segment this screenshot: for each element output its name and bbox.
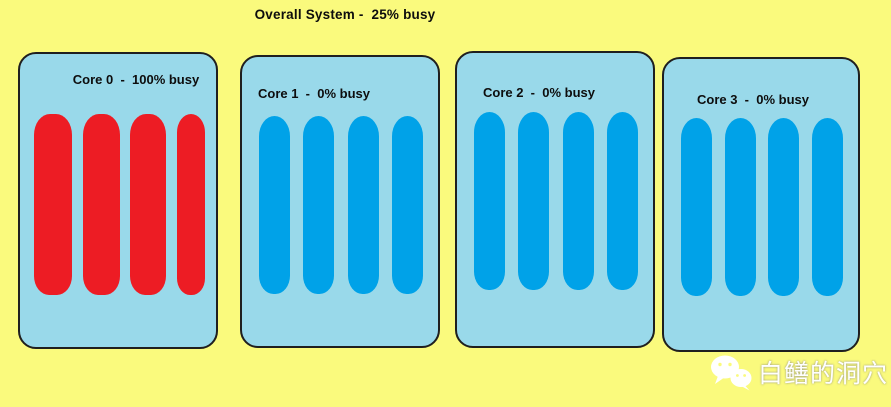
usage-bar xyxy=(724,118,756,296)
usage-bar xyxy=(130,114,167,295)
usage-bar xyxy=(474,112,505,290)
core-usage-bars xyxy=(681,118,843,296)
usage-bar xyxy=(303,116,335,294)
usage-bar xyxy=(518,112,550,290)
core-panel-label: Core 2 - 0% busy xyxy=(483,85,595,100)
usage-bar xyxy=(259,116,290,294)
usage-bar xyxy=(347,116,379,294)
core-usage-bars xyxy=(259,116,423,294)
usage-bar xyxy=(391,116,423,294)
core-panel-1: Core 1 - 0% busy xyxy=(240,55,440,348)
watermark: 白鳝的洞穴 xyxy=(709,353,888,393)
core-usage-bars xyxy=(474,112,638,290)
usage-bar xyxy=(82,114,120,295)
core-panel-label: Core 3 - 0% busy xyxy=(697,92,809,107)
core-usage-bars xyxy=(34,114,205,295)
watermark-text: 白鳝的洞穴 xyxy=(757,358,888,388)
overall-system-title: Overall System - 25% busy xyxy=(254,7,436,22)
usage-bar xyxy=(681,118,712,296)
core-panel-2: Core 2 - 0% busy xyxy=(455,51,655,348)
core-panel-3: Core 3 - 0% busy xyxy=(662,57,860,352)
core-panel-label: Core 1 - 0% busy xyxy=(258,86,370,101)
usage-bar xyxy=(34,114,72,295)
wechat-icon xyxy=(710,355,752,391)
usage-bar xyxy=(176,114,205,295)
usage-bar xyxy=(606,112,638,290)
core-panel-label: Core 0 - 100% busy xyxy=(72,72,200,87)
core-panel-0: Core 0 - 100% busy xyxy=(18,52,218,349)
usage-bar xyxy=(811,118,843,296)
usage-bar xyxy=(562,112,594,290)
usage-bar xyxy=(768,118,800,296)
